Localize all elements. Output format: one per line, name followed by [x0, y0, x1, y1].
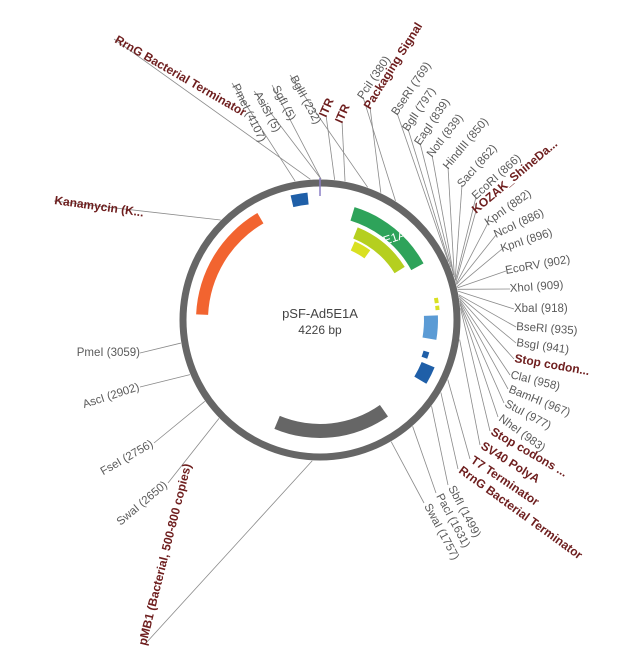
feature-label-leader-7: [459, 339, 481, 446]
site-label-28: FseI (2756): [99, 438, 156, 478]
feature-label-0: RrnG Bacterial Terminator: [113, 32, 249, 119]
stop-codon-arc-1: [433, 297, 439, 304]
site-label-17: XbaI (918): [514, 303, 568, 315]
site-label-leader-29: [139, 374, 191, 388]
site-label-leader-28: [153, 401, 206, 444]
feature-label-leader-9: [440, 392, 459, 470]
plasmid-name: pSF-Ad5E1A: [282, 306, 358, 321]
site-label-30: PmeI (3059): [77, 347, 140, 359]
sv40-polya-arc: [422, 315, 438, 340]
site-label-leader-21: [459, 301, 509, 390]
site-label-leader-10: [454, 184, 463, 280]
rrng-terminator-arc-bottom: [414, 362, 435, 384]
feature-label-10: Kanamycin (K...: [54, 193, 145, 219]
site-label-leader-14: [456, 248, 503, 287]
site-label-leader-17: [457, 290, 515, 310]
site-label-leader-2: [253, 90, 322, 180]
feature-arcs: E1A: [196, 192, 440, 438]
site-label-leader-4: [362, 96, 396, 202]
site-label-leader-11: [454, 196, 477, 281]
plasmid-size: 4226 bp: [298, 323, 342, 337]
feature-label-leader-10: [53, 200, 221, 221]
site-label-leader-15: [457, 270, 507, 289]
feature-label-2: ITR: [332, 102, 353, 126]
feature-label-leader-1: [325, 114, 336, 180]
site-label-29: AscI (2902): [81, 381, 141, 411]
t7-terminator-arc: [421, 350, 430, 359]
site-label-leader-18: [458, 294, 517, 328]
site-label-leader-26: [390, 441, 425, 504]
site-label-leader-5: [396, 112, 449, 262]
site-label-16: XhoI (909): [509, 279, 564, 295]
e1a-arc: [350, 207, 424, 271]
feature-label-leader-2: [341, 120, 346, 182]
site-label-leader-12: [455, 222, 489, 285]
site-label-leader-24: [431, 406, 449, 486]
site-label-leader-1: [271, 84, 322, 180]
site-label-18: BseRI (935): [516, 321, 578, 337]
site-label-leader-8: [431, 154, 455, 276]
rrng-terminator-arc-top: [290, 192, 309, 208]
feature-label-leader-4: [455, 210, 477, 283]
feature-label-leader-6: [460, 308, 491, 432]
site-label-leader-9: [447, 166, 455, 278]
site-label-27: SwaI (2650): [115, 479, 170, 528]
site-label-leader-27: [167, 418, 220, 484]
feature-label-leader-0: [113, 38, 311, 180]
feature-label-leader-8: [447, 379, 471, 460]
feature-label-leader-5: [458, 297, 515, 360]
site-label-leader-25: [412, 426, 437, 494]
site-label-leader-13: [456, 234, 497, 285]
kanamycin-arc: [196, 212, 264, 315]
pmb1-ori-arc: [274, 405, 388, 438]
orf-arc-inner-1: [353, 227, 405, 274]
feature-label-leader-11: [145, 460, 313, 644]
feature-label-leader-3: [369, 106, 382, 193]
site-label-leader-22: [459, 303, 505, 404]
site-label-leader-19: [458, 295, 517, 344]
site-label-15: EcoRV (902): [504, 254, 571, 277]
site-label-leader-20: [459, 299, 511, 376]
site-label-leader-7: [419, 142, 455, 276]
site-label-leader-0: [289, 74, 369, 188]
orf-arc-inner-2: [350, 241, 371, 259]
site-label-leader-6: [407, 128, 452, 268]
e1a-arc-label: E1A: [381, 227, 407, 247]
stop-codon-arc-2: [435, 305, 440, 311]
site-label-leader-23: [459, 304, 499, 418]
site-label-leader-30: [139, 342, 181, 354]
feature-label-9: RrnG Bacterial Terminator: [456, 463, 585, 562]
site-label-leader-3: [231, 82, 296, 182]
leader-lines: [53, 38, 517, 644]
feature-label-3: Packaging Signal: [361, 20, 426, 112]
